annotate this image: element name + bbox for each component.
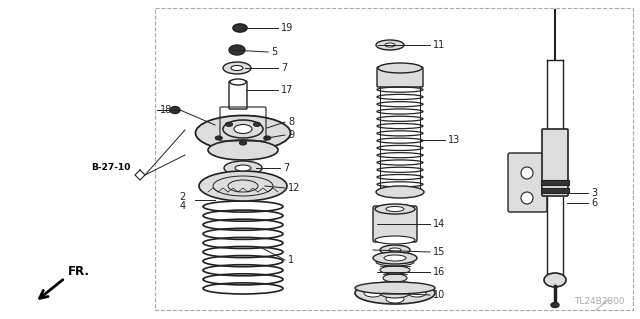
Ellipse shape	[385, 43, 395, 47]
Ellipse shape	[380, 245, 410, 255]
Bar	[541, 180, 569, 185]
Text: 18: 18	[160, 105, 172, 115]
Ellipse shape	[380, 288, 410, 298]
Ellipse shape	[355, 282, 435, 294]
Ellipse shape	[224, 161, 262, 175]
Text: 14: 14	[433, 219, 445, 229]
Ellipse shape	[223, 120, 263, 138]
Bar	[541, 188, 569, 193]
Text: 17: 17	[281, 85, 293, 95]
Ellipse shape	[384, 255, 406, 261]
Text: 4: 4	[180, 201, 186, 211]
Ellipse shape	[386, 295, 404, 303]
Text: 5: 5	[271, 47, 277, 57]
Text: 7: 7	[281, 63, 287, 73]
Text: 11: 11	[433, 40, 445, 50]
Ellipse shape	[389, 248, 401, 252]
Ellipse shape	[551, 302, 559, 308]
Text: FR.: FR.	[68, 265, 90, 278]
Ellipse shape	[208, 140, 278, 160]
Text: 1: 1	[288, 255, 294, 265]
Ellipse shape	[233, 24, 247, 32]
FancyBboxPatch shape	[508, 153, 547, 212]
Ellipse shape	[239, 141, 246, 145]
Ellipse shape	[170, 107, 180, 114]
Ellipse shape	[195, 115, 291, 151]
Ellipse shape	[544, 273, 566, 287]
Ellipse shape	[376, 186, 424, 198]
Ellipse shape	[264, 136, 271, 140]
Ellipse shape	[373, 252, 417, 264]
Text: 12: 12	[288, 183, 300, 193]
Circle shape	[521, 167, 533, 179]
Text: 2: 2	[180, 192, 186, 202]
FancyBboxPatch shape	[373, 206, 417, 242]
Bar	[155, 8, 633, 310]
Text: 6: 6	[591, 198, 597, 208]
FancyBboxPatch shape	[377, 67, 423, 87]
Circle shape	[521, 192, 533, 204]
Text: 9: 9	[288, 130, 294, 140]
Ellipse shape	[376, 258, 414, 266]
Ellipse shape	[408, 289, 426, 297]
Ellipse shape	[355, 282, 435, 304]
Text: 7: 7	[283, 163, 289, 173]
Ellipse shape	[375, 236, 415, 244]
Ellipse shape	[383, 274, 407, 282]
Text: 15: 15	[433, 247, 445, 257]
Ellipse shape	[376, 40, 404, 50]
FancyBboxPatch shape	[229, 81, 247, 109]
Ellipse shape	[386, 206, 404, 211]
Text: B-27-10: B-27-10	[91, 164, 130, 173]
Ellipse shape	[199, 171, 287, 201]
Ellipse shape	[234, 124, 252, 133]
Ellipse shape	[380, 266, 410, 274]
Ellipse shape	[378, 63, 422, 73]
Ellipse shape	[225, 122, 232, 126]
Text: 13: 13	[448, 135, 460, 145]
Ellipse shape	[375, 204, 415, 214]
Text: 8: 8	[288, 117, 294, 127]
Ellipse shape	[235, 165, 251, 171]
Ellipse shape	[229, 45, 245, 55]
FancyBboxPatch shape	[542, 129, 568, 196]
Ellipse shape	[364, 289, 382, 297]
Text: TL24B2800: TL24B2800	[574, 297, 625, 306]
Ellipse shape	[386, 283, 404, 291]
Ellipse shape	[253, 122, 260, 126]
Ellipse shape	[223, 62, 251, 74]
Text: 3: 3	[591, 188, 597, 198]
Ellipse shape	[231, 65, 243, 70]
Ellipse shape	[215, 136, 222, 140]
Text: 10: 10	[433, 290, 445, 300]
Text: 16: 16	[433, 267, 445, 277]
Ellipse shape	[230, 79, 246, 85]
Text: 19: 19	[281, 23, 293, 33]
